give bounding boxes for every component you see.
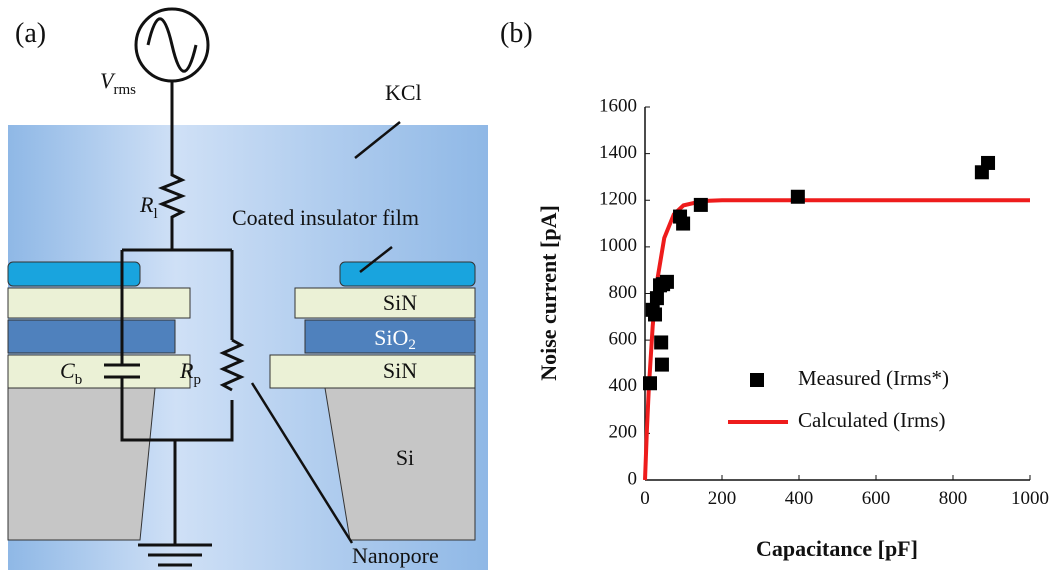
layer-label: SiN: [383, 358, 417, 383]
x-tick-label: 400: [785, 488, 814, 509]
y-tick-label: 1600: [599, 95, 637, 116]
y-tick-label: 800: [609, 282, 638, 303]
sin-right-bottom: [270, 355, 475, 388]
sine: [148, 19, 196, 72]
x-tick-label: 800: [939, 488, 968, 509]
y-axis-title: Noise current [pA]: [536, 205, 561, 381]
subscript: rms: [113, 82, 136, 98]
calculated-line: [645, 200, 1030, 480]
measured-point: [791, 190, 805, 204]
y-tick-label: 200: [609, 422, 638, 443]
measured-point: [676, 217, 690, 231]
measured-point: [654, 335, 668, 349]
y-tick-label: 0: [628, 468, 638, 489]
panel-b: (b) Capacitance [pF] Noise current [pA] …: [500, 18, 1049, 561]
measured-point: [660, 275, 674, 289]
symbol: R: [179, 358, 194, 383]
y-tick-label: 1200: [599, 189, 637, 210]
nanopore-label: Nanopore: [352, 543, 439, 568]
layer-subscript: 2: [408, 337, 416, 353]
layer-label: SiN: [383, 290, 417, 315]
solution-label: KCl: [385, 80, 422, 105]
x-axis-title: Capacitance [pF]: [756, 536, 918, 561]
source-label: Vrms: [100, 68, 136, 98]
subscript: b: [75, 372, 83, 388]
subscript: p: [193, 372, 201, 388]
insulator-label: Coated insulator film: [232, 205, 419, 230]
y-tick-label: 400: [609, 375, 638, 396]
panel-label: (b): [500, 18, 533, 49]
x-tick-label: 600: [862, 488, 891, 509]
legend-label: Calculated (Irms): [798, 408, 946, 432]
sio2-left: [8, 320, 175, 353]
measured-point: [655, 358, 669, 372]
legend-label: Measured (Irms*): [798, 366, 949, 390]
y-tick-label: 600: [609, 328, 638, 349]
insulator-left: [8, 262, 140, 286]
x-tick-label: 0: [640, 488, 650, 509]
measured-point: [643, 376, 657, 390]
legend-marker: [750, 373, 764, 387]
symbol: C: [60, 358, 75, 383]
panel-label: (a): [15, 18, 46, 49]
measured-point: [650, 291, 664, 305]
y-tick-label: 1400: [599, 142, 637, 163]
si-left: [8, 388, 155, 540]
figure: SiN SiO2 SiN Si (a) Vrms Rl Cb Rp KCl Co…: [0, 0, 1054, 573]
sin-left: [8, 288, 190, 318]
measured-point: [648, 307, 662, 321]
measured-point: [981, 156, 995, 170]
layer-label: Si: [396, 445, 414, 470]
x-tick-label: 200: [708, 488, 737, 509]
insulator-right: [340, 262, 475, 286]
subscript: l: [153, 206, 157, 222]
x-tick-label: 1000: [1011, 488, 1049, 509]
measured-point: [694, 198, 708, 212]
y-tick-label: 1000: [599, 235, 637, 256]
layer-symbol: SiO: [374, 325, 408, 350]
sin-left-bottom: [8, 355, 190, 388]
panel-a: SiN SiO2 SiN Si (a) Vrms Rl Cb Rp KCl Co…: [8, 9, 488, 570]
symbol: R: [139, 192, 154, 217]
